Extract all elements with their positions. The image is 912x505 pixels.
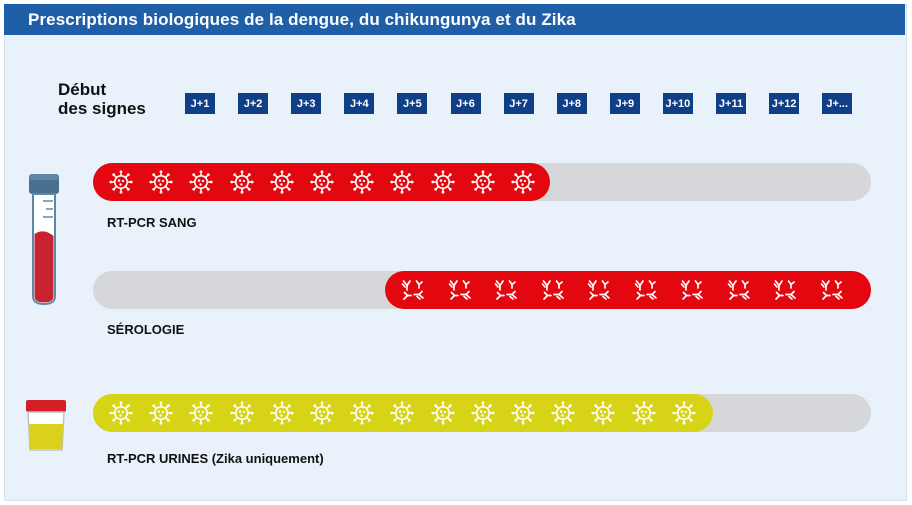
- day-badge: J+11: [716, 93, 746, 114]
- virus-icon: [430, 170, 455, 194]
- antibody-icon: [680, 278, 704, 302]
- virus-icon: [189, 170, 213, 194]
- rt-pcr-blood-detection-window: [93, 163, 550, 201]
- start-label-line2: des signes: [58, 99, 146, 118]
- virus-icon: [149, 401, 173, 425]
- virus-icon: [310, 170, 334, 194]
- virus-icon: [591, 401, 615, 425]
- virus-icon: [109, 401, 133, 425]
- rt-pcr-urine-track: [93, 394, 871, 432]
- virus-icon: [270, 170, 294, 194]
- virus-icon: [511, 170, 535, 194]
- antibody-icon: [448, 278, 472, 302]
- serology-track: [93, 271, 871, 309]
- virus-icon: [149, 170, 173, 194]
- rt-pcr-urine-detection-window: [93, 394, 713, 432]
- virus-icon: [551, 401, 575, 425]
- urine-cup-icon: [26, 400, 66, 451]
- antibody-icon: [820, 278, 844, 302]
- day-badge: J+5: [397, 93, 428, 114]
- start-label-line1: Début: [58, 80, 107, 99]
- virus-icon: [109, 170, 133, 194]
- virus-icon: [511, 401, 535, 425]
- day-badge: J+7: [503, 93, 534, 114]
- diagram-title: Prescriptions biologiques de la dengue, …: [28, 10, 576, 29]
- virus-icon: [350, 401, 374, 425]
- day-badge: J+10: [662, 93, 693, 114]
- virus-icon: [430, 401, 455, 425]
- virus-icon: [471, 401, 495, 425]
- day-badge: J+12: [769, 93, 800, 114]
- virus-icon: [310, 401, 334, 425]
- antibody-icon: [494, 278, 518, 302]
- serology-label: SÉROLOGIE: [107, 322, 185, 337]
- virus-icon: [189, 401, 213, 425]
- antibody-icon: [587, 278, 611, 302]
- day-badge: J+8: [556, 93, 587, 114]
- day-badge: J+9: [609, 93, 640, 114]
- virus-icon: [390, 401, 414, 425]
- antibody-icon: [634, 278, 658, 302]
- start-of-symptoms-label: Début des signes: [58, 80, 178, 118]
- day-badge: J+2: [238, 93, 269, 114]
- virus-icon: [390, 170, 414, 194]
- antibody-icon: [773, 278, 797, 302]
- day-badge: J+4: [344, 93, 375, 114]
- rt-pcr-blood-label: RT-PCR SANG: [107, 215, 197, 230]
- virus-icon: [270, 401, 294, 425]
- virus-icon: [229, 401, 254, 425]
- day-badge: J+3: [291, 93, 322, 114]
- header-bar: Prescriptions biologiques de la dengue, …: [4, 4, 905, 35]
- virus-icon: [471, 170, 495, 194]
- day-badge: J+...: [822, 93, 853, 114]
- serology-detection-window: [385, 271, 871, 309]
- day-badge: J+1: [185, 93, 215, 114]
- blood-tube-icon: [29, 174, 59, 306]
- rt-pcr-urine-label: RT-PCR URINES (Zika uniquement): [107, 451, 324, 466]
- antibody-icon: [541, 278, 565, 302]
- antibody-icon: [727, 278, 751, 302]
- virus-icon: [350, 170, 374, 194]
- virus-icon: [631, 401, 656, 425]
- antibody-icon: [401, 278, 425, 302]
- day-badge: J+6: [450, 93, 481, 114]
- virus-icon: [672, 401, 696, 425]
- virus-icon: [229, 170, 254, 194]
- rt-pcr-blood-track: [93, 163, 871, 201]
